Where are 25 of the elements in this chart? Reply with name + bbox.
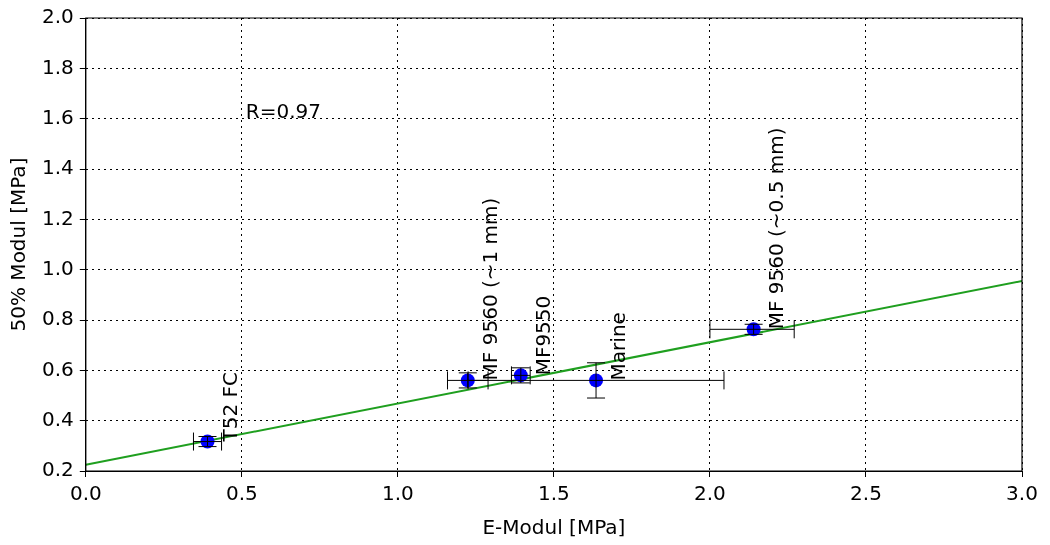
x-tick-label: 0.5	[225, 481, 258, 506]
y-tick-label: 1.8	[41, 54, 74, 79]
y-tick-label: 0.4	[41, 406, 74, 431]
x-tick-label: 1.0	[381, 481, 414, 506]
annotation: MF 9560 (~0.5 mm)	[763, 127, 788, 330]
x-tick-label: 0.0	[69, 481, 102, 506]
annotation: MF 9560 (~1 mm)	[477, 197, 502, 381]
y-axis-title: 50% Modul [MPa]	[6, 157, 31, 332]
y-tick-label: 1.2	[41, 205, 74, 230]
y-tick-label: 0.8	[41, 306, 74, 331]
y-tick-label: 1.0	[41, 255, 74, 280]
annotation: MF9550	[531, 295, 556, 376]
x-tick-label: 2.5	[850, 481, 882, 506]
x-tick-label: 3.0	[1006, 481, 1038, 506]
x-tick-label: 1.5	[538, 481, 570, 506]
y-tick-label: 0.6	[41, 356, 74, 381]
y-tick-label: 0.2	[41, 457, 74, 482]
annotation: T52 FC	[217, 372, 242, 443]
annotation: R=0.97	[245, 99, 321, 124]
x-tick-label: 2.0	[694, 481, 726, 506]
y-tick-label: 2.0	[41, 4, 74, 29]
x-axis-title: E-Modul [MPa]	[482, 515, 626, 540]
annotation: Marine	[606, 312, 631, 381]
y-tick-label: 1.6	[41, 104, 74, 129]
y-tick-label: 1.4	[41, 155, 74, 180]
